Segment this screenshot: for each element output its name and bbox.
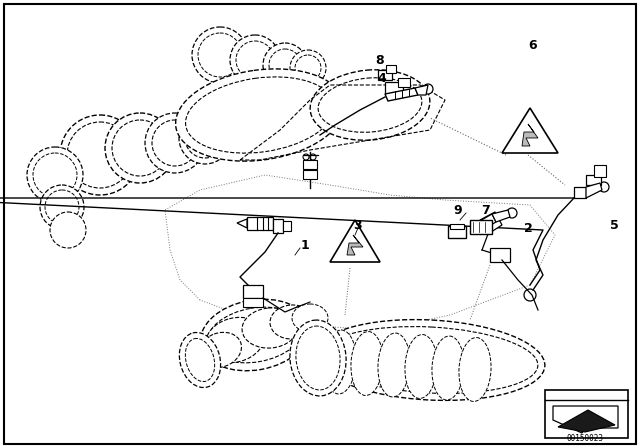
Polygon shape xyxy=(492,210,510,222)
Ellipse shape xyxy=(324,330,356,394)
Circle shape xyxy=(40,185,84,229)
Circle shape xyxy=(524,289,536,301)
Circle shape xyxy=(179,112,231,164)
Ellipse shape xyxy=(292,304,328,332)
Circle shape xyxy=(269,49,301,81)
Bar xyxy=(273,219,283,233)
Circle shape xyxy=(290,50,326,86)
Ellipse shape xyxy=(205,317,264,362)
Polygon shape xyxy=(586,183,602,198)
Text: 7: 7 xyxy=(481,203,490,216)
Polygon shape xyxy=(415,85,428,95)
Circle shape xyxy=(105,113,175,183)
Text: 5: 5 xyxy=(610,219,618,232)
Ellipse shape xyxy=(432,336,464,400)
Circle shape xyxy=(212,119,244,151)
Ellipse shape xyxy=(310,70,430,140)
Text: 2: 2 xyxy=(524,221,532,234)
Bar xyxy=(586,175,601,185)
Circle shape xyxy=(423,84,433,94)
Text: 4: 4 xyxy=(378,72,387,85)
Polygon shape xyxy=(522,124,538,146)
Circle shape xyxy=(230,35,280,85)
Polygon shape xyxy=(385,88,418,101)
Text: 9: 9 xyxy=(454,203,462,216)
Bar xyxy=(378,70,392,80)
Polygon shape xyxy=(247,217,273,230)
Bar xyxy=(303,170,317,179)
Circle shape xyxy=(263,43,307,87)
Polygon shape xyxy=(502,108,558,153)
Ellipse shape xyxy=(179,332,221,388)
Polygon shape xyxy=(330,220,380,262)
Bar xyxy=(450,224,464,229)
Polygon shape xyxy=(574,187,586,198)
Circle shape xyxy=(507,208,517,218)
Bar xyxy=(470,220,492,234)
Circle shape xyxy=(295,55,321,81)
Circle shape xyxy=(310,154,316,160)
Circle shape xyxy=(50,212,86,248)
Bar xyxy=(385,82,403,94)
Ellipse shape xyxy=(186,338,214,382)
Text: 6: 6 xyxy=(529,39,538,52)
Circle shape xyxy=(192,27,248,83)
Text: 8: 8 xyxy=(376,53,384,66)
Circle shape xyxy=(145,113,205,173)
Circle shape xyxy=(236,41,274,79)
Polygon shape xyxy=(237,219,247,228)
Ellipse shape xyxy=(459,337,491,401)
Ellipse shape xyxy=(351,332,383,396)
Circle shape xyxy=(152,120,198,166)
Ellipse shape xyxy=(405,335,437,398)
Bar xyxy=(243,298,263,307)
Polygon shape xyxy=(558,410,615,432)
Ellipse shape xyxy=(378,333,410,397)
Circle shape xyxy=(198,33,242,77)
Ellipse shape xyxy=(270,305,314,339)
Ellipse shape xyxy=(315,319,545,401)
Text: 00150023: 00150023 xyxy=(566,434,604,443)
Bar xyxy=(545,390,628,438)
Circle shape xyxy=(33,153,77,197)
Ellipse shape xyxy=(290,320,346,396)
Circle shape xyxy=(27,147,83,203)
Ellipse shape xyxy=(175,69,344,161)
Circle shape xyxy=(185,118,225,158)
Circle shape xyxy=(45,190,79,224)
Ellipse shape xyxy=(198,332,241,368)
Polygon shape xyxy=(553,406,618,433)
Circle shape xyxy=(60,115,140,195)
Bar xyxy=(386,65,396,73)
Ellipse shape xyxy=(322,327,538,393)
Bar xyxy=(490,248,510,262)
Circle shape xyxy=(67,122,133,188)
Ellipse shape xyxy=(242,308,298,348)
Text: 1: 1 xyxy=(301,238,309,251)
Ellipse shape xyxy=(186,77,335,153)
Circle shape xyxy=(206,113,250,157)
Circle shape xyxy=(599,182,609,192)
Bar xyxy=(448,226,466,238)
Circle shape xyxy=(303,154,309,160)
Bar xyxy=(398,78,410,87)
Polygon shape xyxy=(347,235,363,255)
Polygon shape xyxy=(480,212,502,234)
Bar xyxy=(303,160,317,169)
Ellipse shape xyxy=(296,326,340,390)
Ellipse shape xyxy=(207,307,303,363)
Ellipse shape xyxy=(318,78,422,132)
Bar xyxy=(283,221,291,231)
Text: 3: 3 xyxy=(354,219,362,232)
Bar xyxy=(594,165,606,177)
Circle shape xyxy=(112,120,168,176)
Bar xyxy=(243,285,263,298)
Polygon shape xyxy=(478,214,496,230)
Ellipse shape xyxy=(200,299,310,371)
